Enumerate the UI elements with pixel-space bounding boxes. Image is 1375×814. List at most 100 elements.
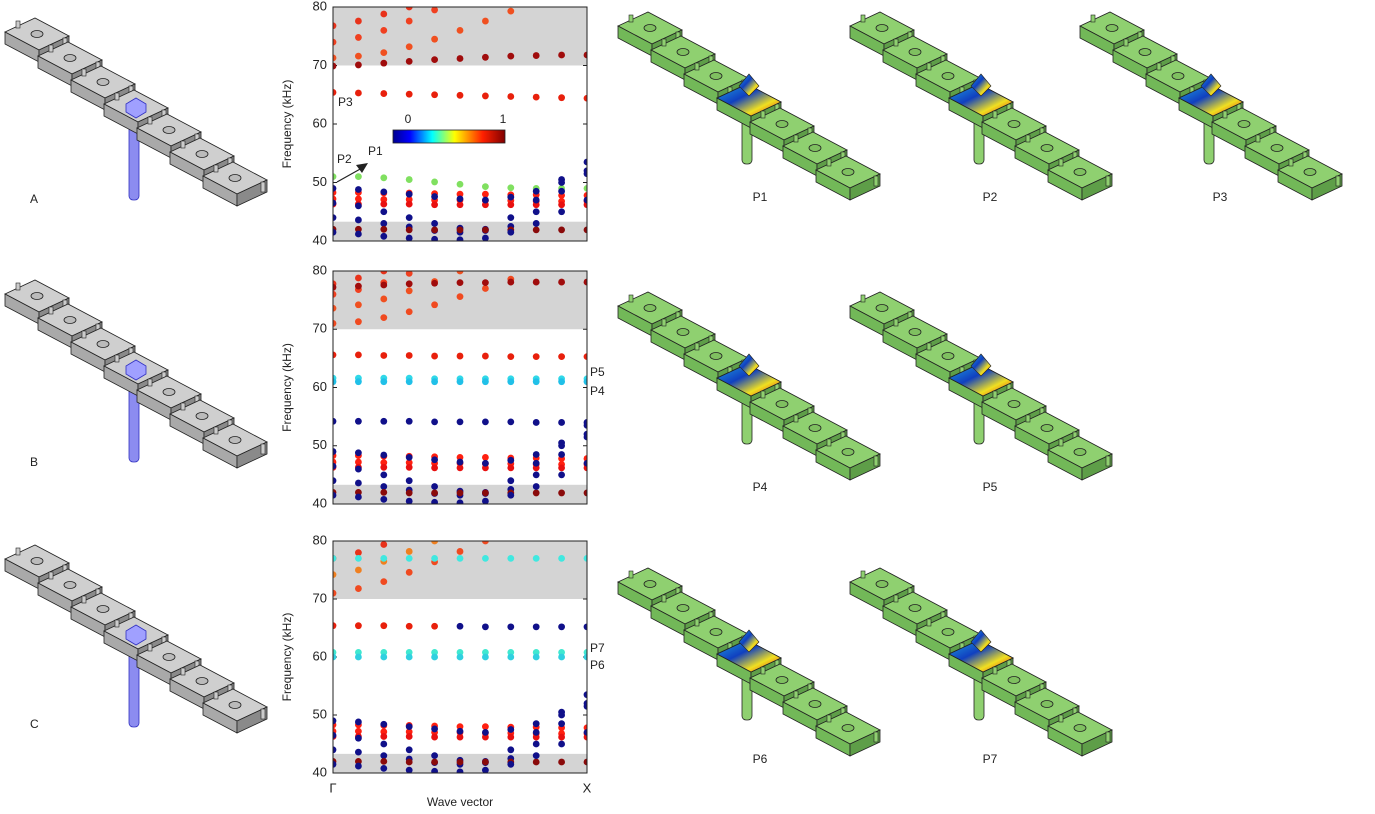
band-point	[405, 766, 413, 773]
band-point	[431, 91, 438, 99]
y-tick-label: 60	[313, 648, 327, 663]
band-point	[355, 202, 362, 210]
band-point	[405, 271, 413, 277]
band-point	[333, 555, 337, 562]
band-point	[355, 351, 362, 359]
band-point	[380, 752, 388, 759]
band-point	[431, 226, 438, 234]
band-point	[507, 214, 515, 222]
band-point	[456, 226, 464, 234]
band-point	[558, 278, 565, 286]
band-point	[405, 417, 413, 425]
band-point	[405, 17, 413, 25]
band-point	[583, 378, 587, 386]
band-point	[482, 729, 489, 736]
band-point	[456, 236, 464, 241]
band-point	[558, 733, 565, 741]
band-point	[456, 195, 464, 203]
band-point	[583, 623, 587, 631]
band-point	[355, 718, 362, 726]
band-point	[405, 477, 413, 485]
band-point	[456, 758, 464, 766]
band-point	[405, 723, 413, 730]
y-tick-label: 80	[313, 262, 327, 277]
band-point	[558, 451, 565, 458]
band-point	[355, 225, 362, 233]
band-point	[355, 727, 362, 735]
band-point	[355, 555, 362, 562]
mode-render	[618, 12, 880, 200]
band-point	[380, 352, 388, 359]
band-point	[456, 489, 464, 497]
band-point	[482, 279, 489, 287]
band-point	[532, 196, 540, 204]
band-point	[355, 458, 362, 466]
plot-frame	[332, 540, 588, 774]
mode-annotation: P5	[590, 365, 605, 379]
band-point	[456, 271, 464, 275]
y-tick-label: 50	[313, 437, 327, 452]
band-point	[380, 225, 388, 233]
annotation-arrow	[336, 167, 363, 183]
band-point	[333, 320, 337, 327]
band-point	[355, 493, 362, 501]
band-point	[558, 740, 565, 748]
band-point	[532, 208, 540, 216]
band-point	[355, 566, 362, 574]
band-point	[405, 280, 413, 288]
band-point	[431, 279, 438, 287]
mode-render	[1080, 12, 1342, 200]
band-point	[507, 7, 515, 15]
band-point	[405, 90, 413, 98]
band-point	[380, 758, 388, 765]
band-point	[405, 287, 413, 295]
band-point	[558, 758, 565, 766]
band-point	[431, 653, 438, 661]
x-tick-label: Γ	[329, 780, 336, 795]
band-chart: 40 50 60 70 80 Frequency (kHz) P3 P2 P1 0 1	[280, 0, 588, 247]
band-point	[558, 201, 565, 209]
band-point	[333, 589, 337, 597]
band-point	[405, 176, 413, 183]
band-point	[532, 729, 540, 736]
band-point	[333, 62, 337, 70]
band-point	[355, 195, 362, 203]
band-point	[431, 464, 438, 472]
band-point	[507, 726, 515, 733]
band-point	[532, 464, 540, 472]
band-point	[380, 488, 388, 496]
band-point	[507, 733, 515, 741]
band-point	[532, 451, 540, 458]
band-point	[482, 183, 489, 190]
band-point	[333, 417, 337, 425]
band-point	[456, 352, 464, 360]
structure-renders	[5, 12, 1342, 756]
band-point	[380, 555, 388, 562]
band-point	[355, 585, 362, 592]
band-point	[405, 226, 413, 234]
panel-label: A	[30, 192, 38, 206]
bands	[333, 7, 587, 241]
band-point	[507, 653, 515, 661]
band-point	[583, 729, 587, 736]
colorbar-tick-label: 1	[500, 112, 507, 126]
y-tick-label: 50	[313, 174, 327, 189]
band-point	[456, 733, 464, 741]
band-point	[380, 188, 388, 196]
band-point	[431, 489, 438, 497]
band-point	[558, 720, 565, 728]
band-point	[431, 555, 438, 562]
band-point	[583, 278, 587, 286]
band-point	[405, 308, 413, 316]
band-point	[558, 555, 565, 562]
band-point	[583, 758, 587, 766]
colorbar-tick-label: 0	[405, 112, 412, 126]
band-point	[507, 760, 515, 768]
band-point	[405, 733, 413, 740]
plot-frame	[332, 6, 588, 242]
band-point	[431, 752, 438, 759]
band-point	[507, 464, 515, 472]
y-axis-label: Frequency (kHz)	[280, 80, 294, 169]
band-point	[583, 184, 587, 192]
band-point	[355, 748, 362, 756]
